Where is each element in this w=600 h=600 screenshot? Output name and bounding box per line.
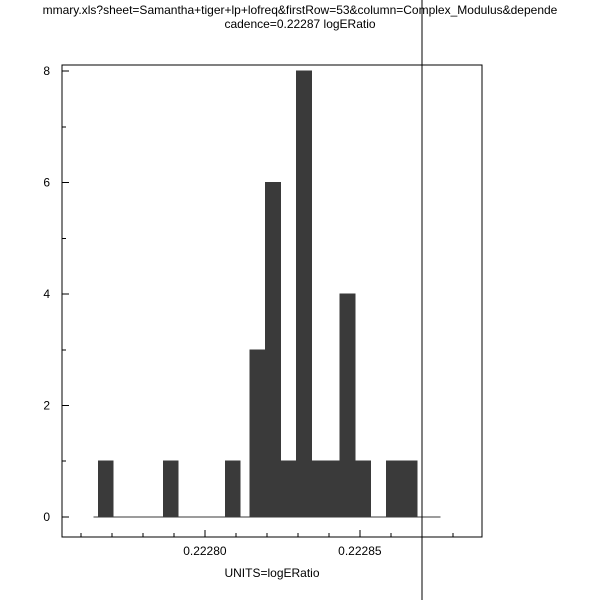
y-tick-label: 6 (43, 176, 50, 190)
y-tick-label: 2 (43, 398, 50, 412)
histogram-bar (296, 70, 313, 518)
x-axis-label: UNITS=logERatio (224, 566, 319, 580)
x-tick-label: 0.22285 (338, 544, 382, 558)
histogram-bar (265, 182, 282, 518)
y-tick-label: 8 (43, 64, 50, 78)
histogram-bar (324, 460, 340, 518)
histogram-bar (355, 460, 371, 518)
y-tick-label: 0 (43, 510, 50, 524)
histogram-bar (224, 460, 241, 518)
histogram-bar (401, 460, 418, 518)
histogram-bar (339, 293, 356, 518)
histogram-bar (249, 349, 266, 518)
y-tick-label: 4 (43, 287, 50, 301)
plot-frame (61, 64, 483, 538)
chart-title-line2: cadence=0.22287 logERatio (224, 17, 376, 31)
histogram-bar (308, 460, 325, 518)
chart-title-line1: mmary.xls?sheet=Samantha+tiger+lp+lofreq… (42, 3, 558, 17)
histogram-bar (280, 460, 297, 518)
histogram-bar (386, 460, 402, 518)
histogram-bar (162, 460, 179, 518)
histogram-bar (97, 460, 114, 518)
x-tick-label: 0.22280 (183, 544, 227, 558)
